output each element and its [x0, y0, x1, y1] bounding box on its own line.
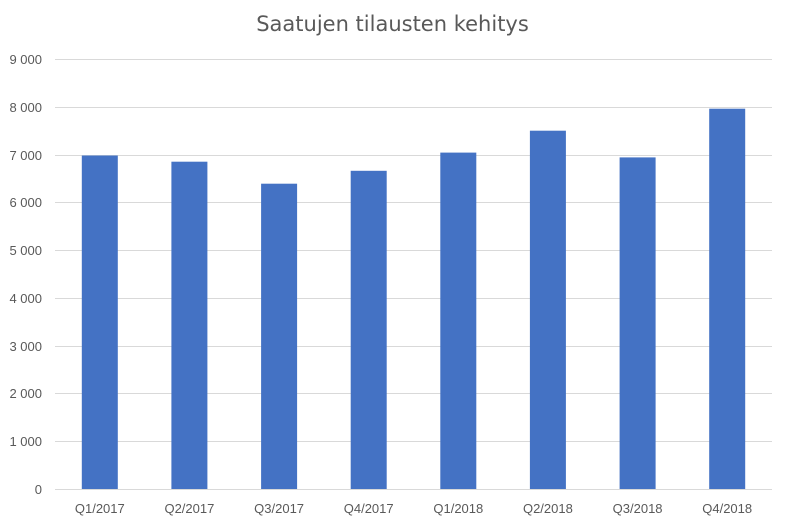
x-tick-label: Q1/2017 — [75, 501, 125, 516]
y-tick-label: 9 000 — [9, 52, 42, 67]
y-tick-label: 5 000 — [9, 243, 42, 258]
y-tick-label: 0 — [35, 482, 42, 497]
bar — [709, 108, 746, 489]
x-tick-label: Q3/2018 — [613, 501, 663, 516]
y-tick-label: 1 000 — [9, 434, 42, 449]
y-tick-label: 4 000 — [9, 291, 42, 306]
x-tick-label: Q1/2018 — [433, 501, 483, 516]
x-tick-label: Q3/2017 — [254, 501, 304, 516]
bar — [619, 157, 656, 489]
y-tick-label: 6 000 — [9, 195, 42, 210]
y-tick-label: 8 000 — [9, 100, 42, 115]
bar — [171, 161, 208, 489]
bars — [81, 108, 746, 490]
bar — [529, 130, 566, 489]
bar — [350, 170, 387, 490]
gridlines — [55, 59, 772, 490]
x-tick-label: Q2/2017 — [164, 501, 214, 516]
bar — [261, 183, 298, 489]
y-tick-label: 3 000 — [9, 339, 42, 354]
bar — [81, 155, 118, 489]
chart-title: Saatujen tilausten kehitys — [256, 12, 529, 36]
bar — [440, 152, 477, 489]
x-tick-label: Q4/2017 — [344, 501, 394, 516]
x-axis-ticks: Q1/2017 Q2/2017 Q3/2017 Q4/2017 Q1/2018 Q2/20… — [75, 501, 752, 516]
y-tick-label: 7 000 — [9, 148, 42, 163]
x-tick-label: Q4/2018 — [702, 501, 752, 516]
y-axis-ticks: 0 1 000 2 000 3 000 4 000 5 000 6 000 7 000 8 00… — [9, 52, 42, 497]
y-tick-label: 2 000 — [9, 386, 42, 401]
x-tick-label: Q2/2018 — [523, 501, 573, 516]
